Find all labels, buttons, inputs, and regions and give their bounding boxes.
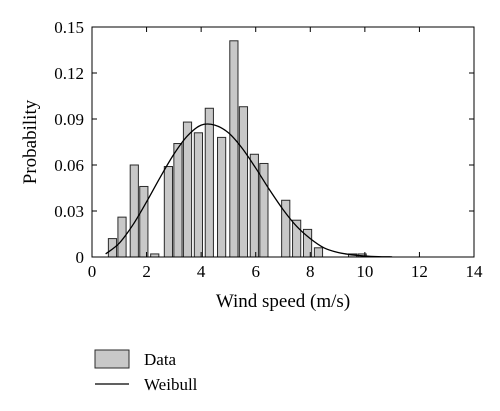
bar-9 bbox=[204, 107, 214, 258]
bar-8 bbox=[193, 132, 204, 258]
y-axis-title: Probability bbox=[20, 99, 41, 184]
bar-12 bbox=[238, 106, 249, 258]
ticks-layer: 0 2 4 6 8 10 12 14 0 0.03 0.06 0.09 0.12 0.15 bbox=[54, 18, 483, 281]
bar-7 bbox=[182, 121, 193, 258]
x-tick-label-3: 6 bbox=[251, 262, 260, 281]
y-tick-label-2: 0.06 bbox=[54, 156, 84, 175]
y-tick-label-0: 0 bbox=[76, 248, 85, 267]
bars-layer bbox=[107, 40, 367, 258]
bar-0 bbox=[107, 238, 118, 258]
x-axis-title: Wind speed (m/s) bbox=[216, 291, 350, 312]
x-tick-label-5: 10 bbox=[356, 262, 373, 281]
y-tick-label-3: 0.09 bbox=[54, 110, 84, 129]
legend: Data Weibull bbox=[94, 349, 198, 394]
y-tick-label-4: 0.12 bbox=[54, 64, 84, 83]
x-tick-label-0: 0 bbox=[88, 262, 97, 281]
bar-11 bbox=[229, 40, 239, 258]
y-tick-label-1: 0.03 bbox=[54, 202, 84, 221]
weibull-curve bbox=[105, 123, 393, 258]
x-tick-label-7: 14 bbox=[466, 262, 484, 281]
x-tick-label-2: 4 bbox=[197, 262, 206, 281]
legend-data-swatch bbox=[94, 349, 130, 369]
legend-data-label: Data bbox=[144, 350, 177, 369]
legend-weibull-label: Weibull bbox=[144, 375, 198, 394]
bar-10 bbox=[217, 136, 227, 258]
plot-frame bbox=[91, 26, 475, 258]
bar-6 bbox=[173, 143, 183, 258]
y-tick-label-5: 0.15 bbox=[54, 18, 84, 37]
bar-5 bbox=[163, 166, 173, 258]
bar-2 bbox=[129, 164, 139, 258]
x-tick-label-4: 8 bbox=[306, 262, 315, 281]
bar-3 bbox=[139, 185, 149, 258]
bar-18 bbox=[313, 247, 324, 258]
x-tick-label-1: 2 bbox=[142, 262, 151, 281]
x-tick-label-6: 12 bbox=[411, 262, 428, 281]
